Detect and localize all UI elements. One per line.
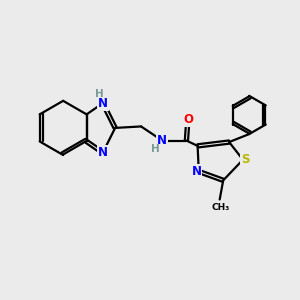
- Text: S: S: [241, 153, 250, 166]
- Text: O: O: [183, 113, 193, 126]
- Text: H: H: [151, 144, 159, 154]
- Text: CH₃: CH₃: [211, 203, 230, 212]
- Text: N: N: [191, 165, 201, 178]
- Text: N: N: [157, 134, 167, 147]
- Text: N: N: [98, 146, 108, 159]
- Text: H: H: [95, 89, 103, 99]
- Text: N: N: [98, 97, 108, 110]
